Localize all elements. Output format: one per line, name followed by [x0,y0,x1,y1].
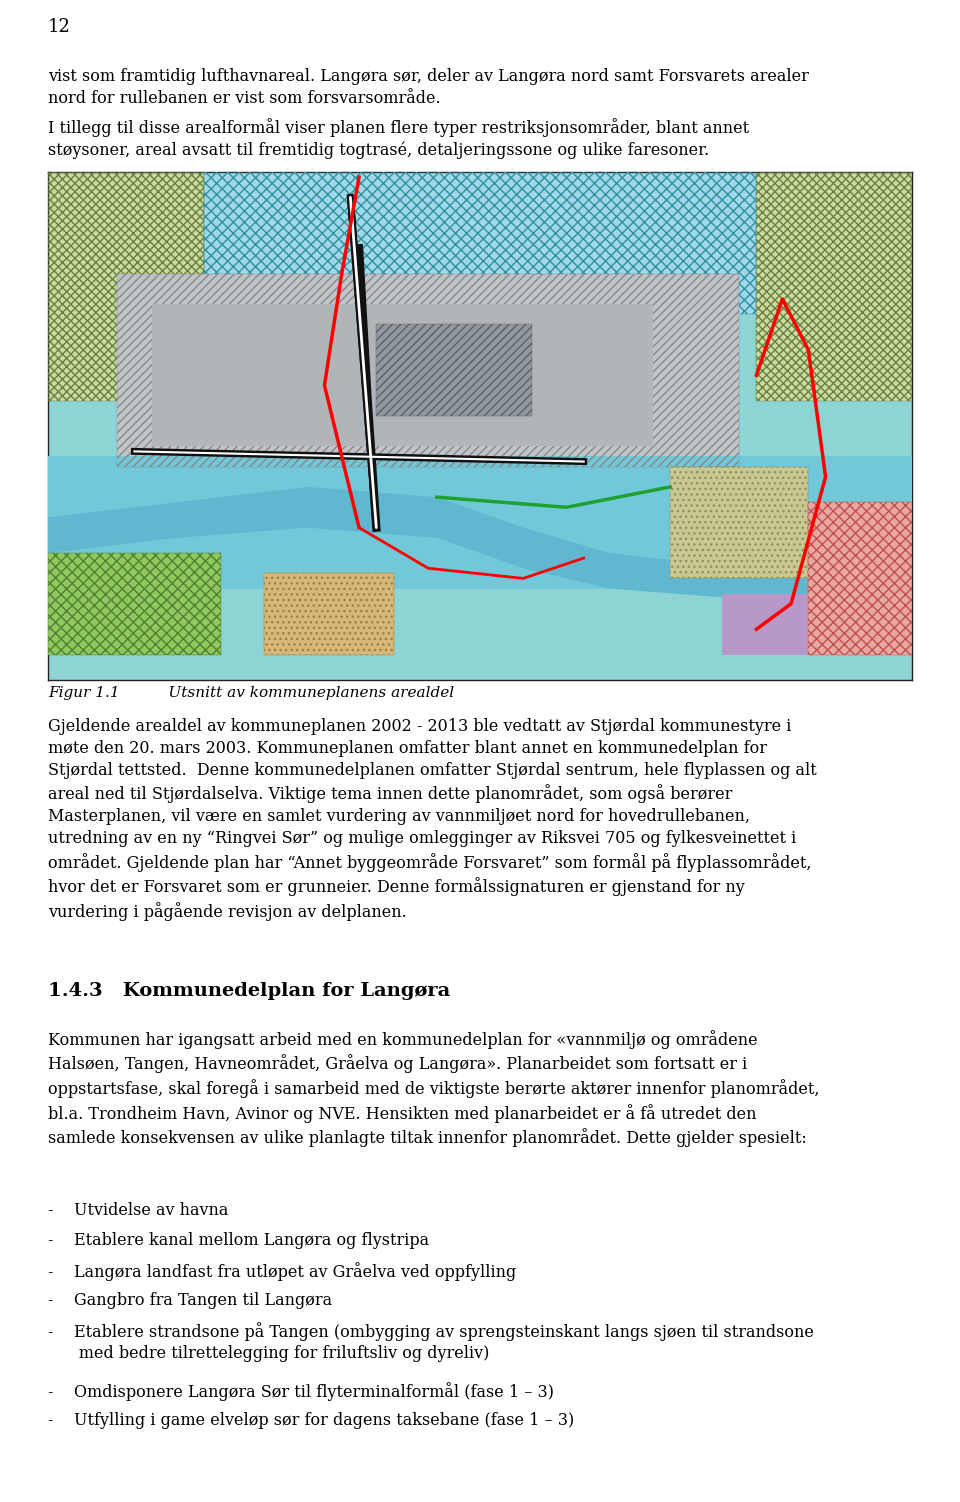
Text: I tillegg til disse arealformål viser planen flere typer restriksjonsområder, bl: I tillegg til disse arealformål viser pl… [48,119,749,159]
Bar [152,303,653,446]
Bar [48,173,204,401]
Bar [808,502,912,655]
Bar [204,173,756,314]
Text: -    Langøra landfast fra utløpet av Gråelva ved oppfylling: - Langøra landfast fra utløpet av Gråelv… [48,1262,516,1281]
Text: Kommunen har igangsatt arbeid med en kommunedelplan for «vannmiljø og områdene
H: Kommunen har igangsatt arbeid med en kom… [48,1030,820,1148]
Bar [808,502,912,655]
Bar [264,574,394,655]
Bar [264,574,394,655]
Bar [670,467,808,578]
Bar [670,467,808,578]
Bar [117,273,739,467]
Bar [48,553,221,655]
Bar [376,324,532,416]
Bar [48,457,912,589]
Text: -    Omdisponere Langøra Sør til flyterminalformål (fase 1 – 3): - Omdisponere Langøra Sør til flytermina… [48,1382,554,1401]
Bar [48,553,221,655]
Bar [756,173,912,401]
Text: -    Utvidelse av havna: - Utvidelse av havna [48,1202,228,1220]
Text: -    Etablere kanal mellom Langøra og flystripa: - Etablere kanal mellom Langøra og flyst… [48,1232,429,1250]
Text: Gjeldende arealdel av kommuneplanen 2002 - 2013 ble vedtatt av Stjørdal kommunes: Gjeldende arealdel av kommuneplanen 2002… [48,718,817,921]
Bar [722,593,826,655]
Text: -    Gangbro fra Tangen til Langøra: - Gangbro fra Tangen til Langøra [48,1292,332,1310]
Bar [756,173,912,401]
Text: 1.4.3   Kommunedelplan for Langøra: 1.4.3 Kommunedelplan for Langøra [48,982,450,1000]
PathPatch shape [48,487,912,599]
Text: vist som framtidig lufthavnareal. Langøra sør, deler av Langøra nord samt Forsva: vist som framtidig lufthavnareal. Langør… [48,68,809,107]
Bar [48,173,204,401]
Bar [204,173,756,314]
Text: -    Utfylling i game elveløp sør for dagens taksebane (fase 1 – 3): - Utfylling i game elveløp sør for dagen… [48,1412,574,1428]
Text: -    Etablere strandsone på Tangen (ombygging av sprengsteinskant langs sjøen ti: - Etablere strandsone på Tangen (ombyggi… [48,1322,814,1362]
Bar [117,273,739,467]
Text: 12: 12 [48,18,71,36]
Text: Figur 1.1          Utsnitt av kommuneplanens arealdel: Figur 1.1 Utsnitt av kommuneplanens area… [48,686,454,700]
Bar [376,324,532,416]
